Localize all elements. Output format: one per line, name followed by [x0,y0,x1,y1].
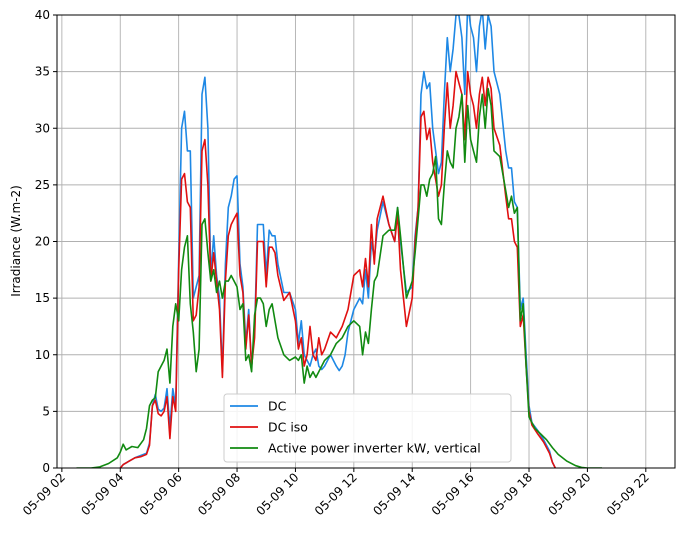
y-tick-label: 40 [35,8,50,22]
legend-label: Active power inverter kW, vertical [268,441,481,456]
series-lines [76,15,602,468]
y-tick-label: 5 [42,404,50,418]
y-tick-label: 30 [35,121,50,135]
y-tick-label: 0 [42,461,50,475]
legend-label: DC [268,399,287,414]
legend: DC DC iso Active power inverter kW, vertic… [223,393,512,463]
x-tick-label: 05-09 18 [487,470,535,518]
y-tick-label: 15 [35,291,50,305]
x-tick-label: 05-09 02 [20,470,68,518]
x-tick-label: 05-09 04 [78,470,126,518]
y-tick-label: 25 [35,178,50,192]
series-line-2 [119,70,557,468]
x-tick-label: 05-09 14 [370,470,418,518]
legend-label: DC iso [268,420,308,435]
y-tick-label: 20 [35,235,50,249]
x-tick-label: 05-09 16 [429,470,477,518]
x-tick-label: 05-09 10 [254,470,302,518]
y-tick-label: 10 [35,348,50,362]
legend-box [223,393,512,463]
series-line-3 [76,87,602,468]
x-tick-label: 05-09 12 [312,470,360,518]
x-tick-label: 05-09 06 [137,470,185,518]
y-tick-label: 35 [35,65,50,79]
x-tick-label: 05-09 20 [545,470,593,518]
y-axis-title: Irradiance (W.m-2) [9,185,23,297]
x-tick-label: 05-09 08 [195,470,243,518]
x-tick-label: 05-09 22 [604,470,652,518]
grid-lines [57,14,675,469]
